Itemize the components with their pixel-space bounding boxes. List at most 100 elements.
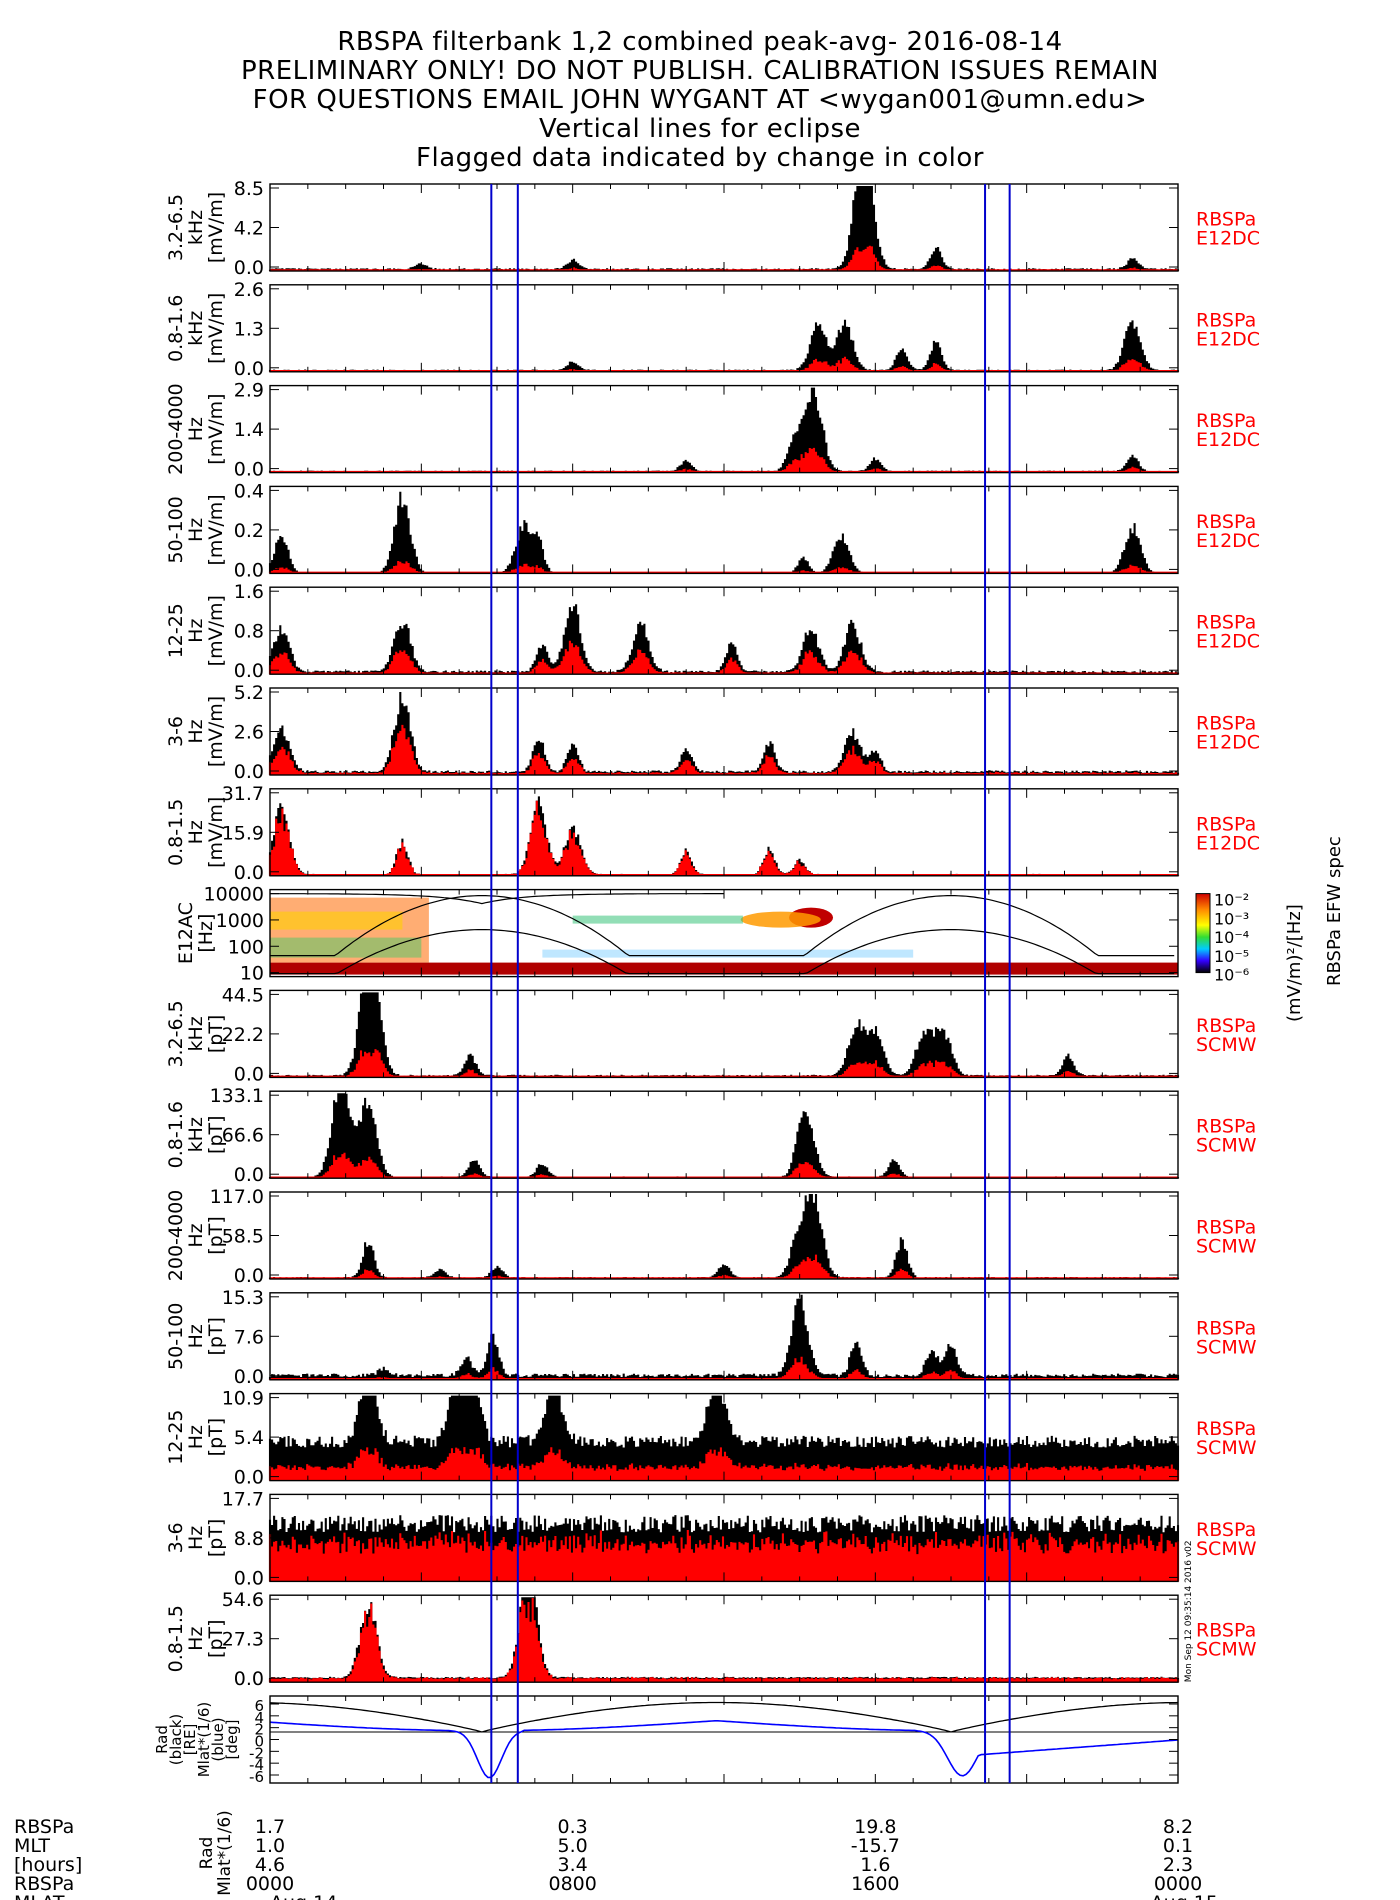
y-axis-label-line: Hz [185, 1627, 207, 1651]
tag-line-1: RBSPa [1196, 209, 1256, 231]
tag-line-1: RBSPa [1196, 1015, 1256, 1037]
tag-line-2: SCMW [1196, 1236, 1257, 1258]
y-axis-label-line: Hz [185, 719, 207, 743]
y-axis-label-line: 3.2-6.5 [165, 1000, 187, 1067]
orbit-value: 1600 [851, 1873, 899, 1895]
colorbar-title-text: RBSPa EFW spec [1324, 836, 1345, 986]
y-tick-label: 58.5 [222, 1226, 264, 1248]
tag-line-1: RBSPa [1196, 1116, 1256, 1138]
y-axis-label-line: Hz [185, 1223, 207, 1247]
tag-line-2: SCMW [1196, 1034, 1257, 1056]
panel-frame [269, 1695, 1179, 1784]
orbit-y-label: Rad [197, 1837, 217, 1870]
orbit-row-label: MLT [14, 1835, 50, 1857]
orbit-value: 0000 [1154, 1873, 1202, 1895]
y-axis-label-line: 0.8-1.5 [165, 799, 187, 866]
y-axis-label-line: [pT] [205, 1015, 227, 1054]
peak-series [268, 992, 1180, 1078]
y-tick-label: 31.7 [222, 783, 264, 805]
orbit-value: 2.3 [1163, 1854, 1193, 1876]
y-tick-label: 6 [254, 1697, 264, 1715]
panel-frame [269, 183, 1179, 272]
spectrogram-early-yellow [270, 911, 403, 930]
y-tick-label: 5.2 [234, 682, 264, 704]
y-axis-label-line: kHz [185, 210, 207, 245]
orbit-value: 19.8 [854, 1816, 896, 1838]
y-axis-label-line: 50-100 [165, 1303, 187, 1370]
y-axis-label: Rad(black)[RE]Mlat*(1/6)(blue)[deg] [153, 1702, 241, 1778]
colorbar-title: RBSPa EFW spec [1324, 836, 1345, 986]
y-axis-label-line: 3-6 [165, 716, 187, 747]
spectrogram [270, 893, 1178, 975]
panel-frame [269, 1594, 1179, 1683]
y-tick-label: 0.0 [234, 559, 264, 581]
y-tick-label: 8.5 [234, 178, 264, 200]
peak-series [268, 186, 1180, 271]
y-tick-label: 10.9 [222, 1388, 264, 1410]
peak-bars [268, 1194, 1180, 1279]
y-tick-label: 0.0 [234, 1164, 264, 1186]
tag-line-2: SCMW [1196, 1437, 1257, 1459]
y-axis-label-line: [mV/m] [205, 696, 227, 767]
tag-line-2: E12DC [1196, 530, 1260, 552]
y-axis-label-line: [pT] [205, 1115, 227, 1154]
y-axis-label-line: [pT] [205, 1619, 227, 1658]
y-axis-label-line: [pT] [205, 1519, 227, 1558]
orbit-value: 0.1 [1163, 1835, 1193, 1857]
spectrogram-hotspot-halo [740, 911, 821, 928]
tag-line-2: SCMW [1196, 1336, 1257, 1358]
y-tick-label: 27.3 [222, 1629, 264, 1651]
y-axis-label: E12AC[Hz] [175, 902, 217, 964]
y-axis-label-line: 200-4000 [165, 383, 187, 474]
peak-series [268, 1294, 1180, 1380]
peak-series [268, 1093, 1180, 1179]
y-axis-label-line: 200-4000 [165, 1190, 187, 1281]
avg-series [268, 1598, 1180, 1683]
y-axis-label: 3-6Hz[pT] [165, 1519, 227, 1558]
peak-series [268, 1194, 1180, 1279]
peak-bars [268, 387, 1180, 473]
tag-line-1: RBSPa [1196, 612, 1256, 634]
tag-line-1: RBSPa [1196, 309, 1256, 331]
y-axis-label-line: kHz [185, 1016, 207, 1051]
y-tick-label: 8.8 [234, 1528, 264, 1550]
y-axis-label-line: 3.2-6.5 [165, 194, 187, 261]
peak-series [268, 387, 1180, 473]
orbit-value: 5.0 [558, 1835, 588, 1857]
y-axis-label-line: [mV/m] [205, 393, 227, 464]
y-tick-label: 0.0 [234, 1265, 264, 1287]
panel-8: 10000 1000 100 10 E12AC[Hz] 10⁻²10⁻³10⁻⁴10⁻⁵1… [175, 836, 1345, 1022]
y-axis-label-line: Hz [185, 1324, 207, 1348]
y-tick-label: 54.6 [222, 1589, 264, 1611]
gyro-curve-upper [270, 895, 1175, 957]
y-axis-label-line: 0.8-1.6 [165, 295, 187, 362]
orbit-row-label: RBSPa [14, 1873, 74, 1895]
y-tick-label: 2 [254, 1721, 264, 1739]
y-tick-label: 10 [240, 963, 264, 985]
y-tick-label: 0.0 [234, 862, 264, 884]
tag-line-2: SCMW [1196, 1639, 1257, 1661]
y-tick-label: 17.7 [222, 1488, 264, 1510]
peak-bars [268, 1597, 1180, 1683]
peak-bars [268, 1294, 1180, 1380]
y-tick-label: 0.2 [234, 520, 264, 542]
y-tick-label: 7.6 [234, 1326, 264, 1348]
y-tick-label: 2.9 [234, 380, 264, 402]
version-stamp: Mon Sep 12 09:35:14 2016 v02 [1184, 1540, 1194, 1682]
